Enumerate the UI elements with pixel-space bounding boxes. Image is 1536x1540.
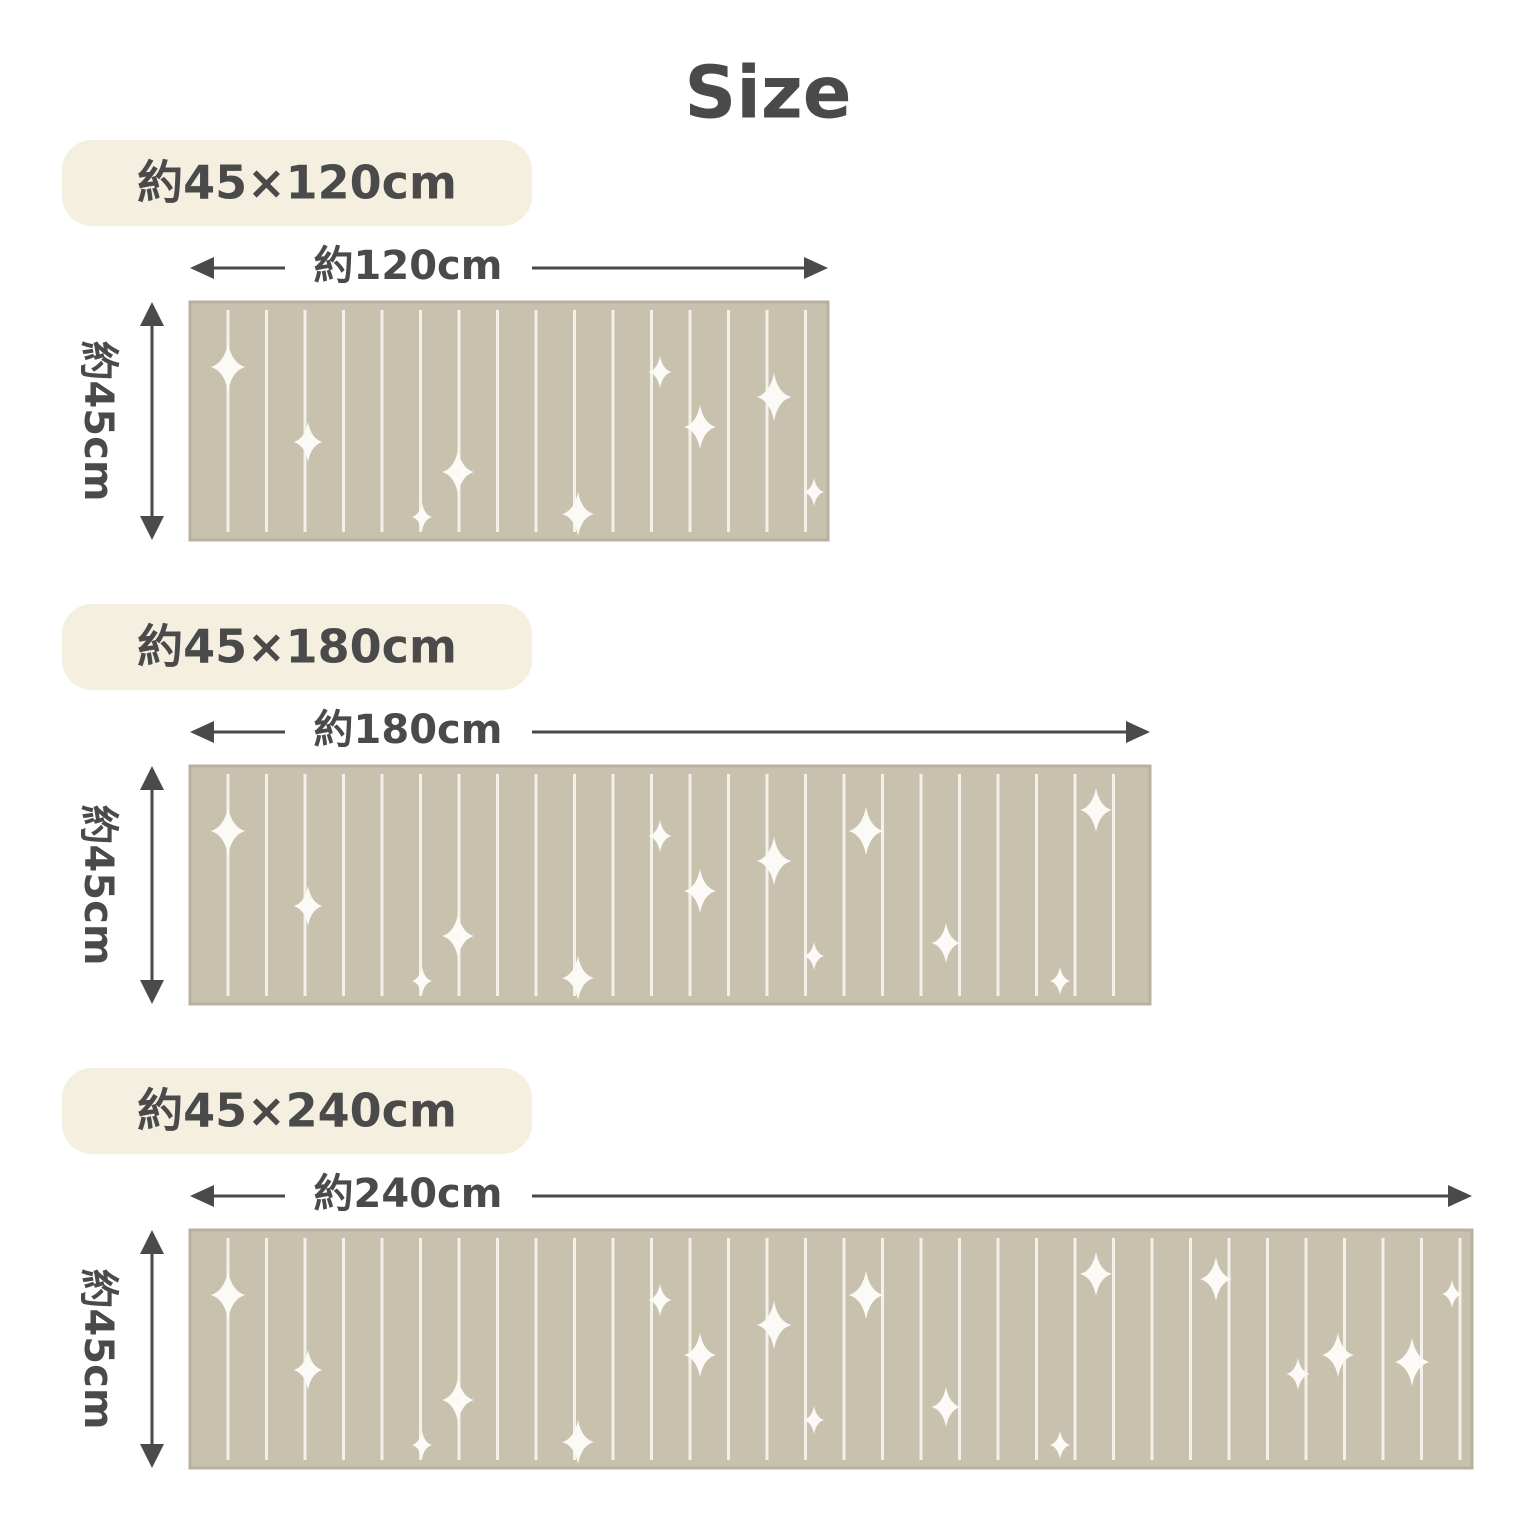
size-pill: [62, 1068, 532, 1154]
rug-star: [848, 807, 884, 855]
rug-star: [293, 886, 323, 926]
rug-star: [1394, 1338, 1430, 1386]
rug-star: [803, 1406, 825, 1434]
height-label: 約45cm: [75, 804, 121, 965]
rug-star: [1049, 1431, 1071, 1459]
rug-star: [1322, 1333, 1354, 1377]
rug-star: [562, 1420, 594, 1464]
rug-star: [848, 1271, 884, 1319]
rug-star: [931, 1387, 961, 1427]
arrow-head: [140, 980, 164, 1004]
rug-star: [803, 942, 825, 970]
height-label: 約45cm: [75, 1268, 121, 1429]
arrow-head: [190, 1185, 214, 1207]
rug-star: [411, 503, 433, 531]
rug-star: [411, 1431, 433, 1459]
size-section: 約45×180cm 約180cm 約45cm: [62, 604, 1152, 1006]
width-label: 約180cm: [314, 707, 503, 753]
rug-star: [210, 807, 246, 855]
arrow-head: [140, 766, 164, 790]
arrow-head: [140, 1444, 164, 1468]
rug-star: [562, 956, 594, 1000]
arrow-head: [190, 721, 214, 743]
width-label: 約120cm: [314, 243, 503, 289]
rug-star: [648, 820, 672, 852]
arrow-head: [140, 302, 164, 326]
arrow-head: [140, 1230, 164, 1254]
rug-star: [442, 914, 474, 958]
rug-star: [1049, 967, 1071, 995]
page-title: Size: [684, 51, 851, 135]
size-pill: [62, 140, 532, 226]
rug-star: [684, 1333, 716, 1377]
size-section: 約45×120cm 約120cm 約45cm: [62, 140, 830, 542]
rug-star: [803, 478, 825, 506]
rug-star: [411, 967, 433, 995]
arrow-head: [1448, 1185, 1472, 1207]
size-label: 約45×240cm: [137, 1084, 457, 1138]
rug-star: [756, 373, 792, 421]
rug-star: [1200, 1257, 1232, 1301]
width-label: 約240cm: [314, 1171, 503, 1217]
rug-star: [210, 1271, 246, 1319]
rug-star: [293, 1350, 323, 1390]
rug-star: [1080, 788, 1112, 832]
arrow-head: [190, 257, 214, 279]
arrow-head: [1126, 721, 1150, 743]
rug: [188, 764, 1152, 1006]
rug-star: [684, 869, 716, 913]
rug-star: [562, 492, 594, 536]
size-label: 約45×120cm: [137, 156, 457, 210]
arrow-head: [804, 257, 828, 279]
rug-star: [931, 923, 961, 963]
rug-star: [648, 1284, 672, 1316]
height-label: 約45cm: [75, 340, 121, 501]
rug-star: [1441, 1280, 1463, 1308]
rug-star: [1286, 1358, 1310, 1390]
rug-star: [293, 422, 323, 462]
rug: [188, 1228, 1474, 1470]
rug-star: [1080, 1252, 1112, 1296]
arrow-head: [140, 516, 164, 540]
rug-star: [648, 356, 672, 388]
size-label: 約45×180cm: [137, 620, 457, 674]
size-section: 約45×240cm 約240cm 約45cm: [62, 1068, 1474, 1470]
rug-star: [756, 1301, 792, 1349]
size-pill: [62, 604, 532, 690]
rug-star: [442, 450, 474, 494]
rug-star: [684, 405, 716, 449]
rug-star: [210, 343, 246, 391]
rug-star: [756, 837, 792, 885]
rug-star: [442, 1378, 474, 1422]
rug: [188, 300, 830, 542]
